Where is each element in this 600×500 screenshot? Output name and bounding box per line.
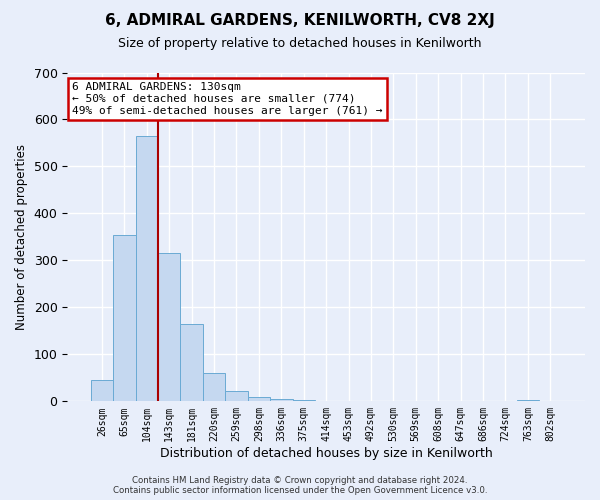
Bar [91, 380, 113, 402]
Text: 6, ADMIRAL GARDENS, KENILWORTH, CV8 2XJ: 6, ADMIRAL GARDENS, KENILWORTH, CV8 2XJ [105, 12, 495, 28]
Bar [225, 391, 248, 402]
Bar [136, 136, 158, 402]
Text: Size of property relative to detached houses in Kenilworth: Size of property relative to detached ho… [118, 38, 482, 51]
Text: Contains HM Land Registry data © Crown copyright and database right 2024.
Contai: Contains HM Land Registry data © Crown c… [113, 476, 487, 495]
Bar [517, 400, 539, 402]
X-axis label: Distribution of detached houses by size in Kenilworth: Distribution of detached houses by size … [160, 447, 493, 460]
Bar [181, 324, 203, 402]
Bar [158, 254, 181, 402]
Bar [270, 399, 293, 402]
Bar [113, 234, 136, 402]
Bar [248, 396, 270, 402]
Bar [293, 400, 315, 402]
Bar [203, 373, 225, 402]
Y-axis label: Number of detached properties: Number of detached properties [15, 144, 28, 330]
Text: 6 ADMIRAL GARDENS: 130sqm
← 50% of detached houses are smaller (774)
49% of semi: 6 ADMIRAL GARDENS: 130sqm ← 50% of detac… [73, 82, 383, 116]
